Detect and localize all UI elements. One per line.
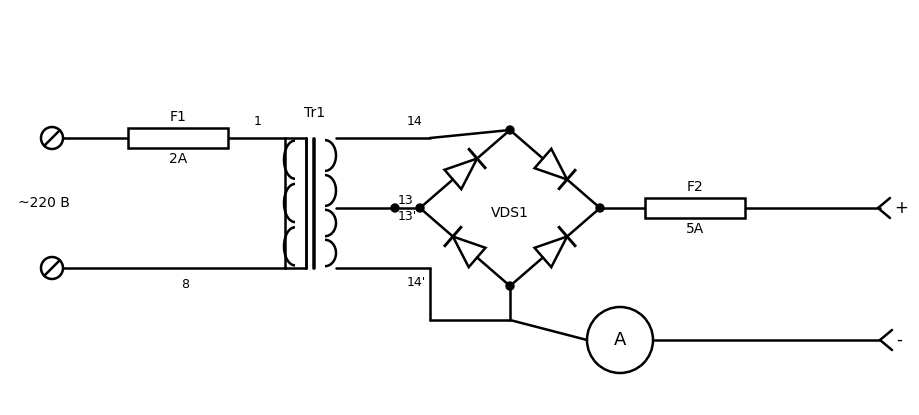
Text: F1: F1: [169, 110, 187, 124]
Text: Tr1: Tr1: [304, 106, 325, 120]
Text: F2: F2: [686, 180, 703, 194]
Circle shape: [596, 204, 604, 212]
Bar: [128, 128, 228, 148]
Text: 13': 13': [398, 210, 417, 222]
Text: 14: 14: [406, 115, 423, 128]
Text: ~220 B: ~220 B: [18, 196, 70, 210]
Text: 1: 1: [254, 115, 262, 128]
Circle shape: [415, 204, 424, 212]
Text: A: A: [613, 331, 626, 349]
Text: 5A: 5A: [686, 222, 703, 236]
Text: 14': 14': [406, 276, 425, 289]
Text: VDS1: VDS1: [491, 206, 528, 220]
Circle shape: [505, 126, 514, 134]
Circle shape: [391, 204, 399, 212]
Text: 8: 8: [181, 278, 188, 291]
Bar: [644, 198, 744, 218]
Text: 13: 13: [398, 193, 414, 207]
Text: 2A: 2A: [169, 152, 187, 166]
Text: +: +: [893, 199, 907, 217]
Text: -: -: [895, 331, 901, 349]
Circle shape: [505, 282, 514, 290]
